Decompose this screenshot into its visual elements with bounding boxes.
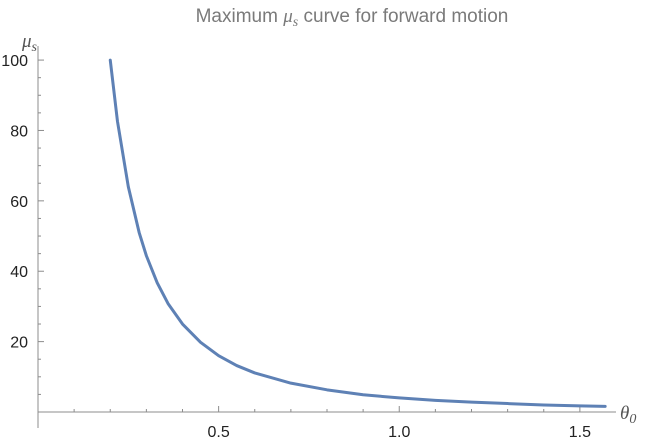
series-line: [108, 58, 607, 408]
x-tick-label: 1.0: [388, 424, 410, 441]
chart-title: Maximum μs curve for forward motion: [196, 6, 509, 30]
chart-title-suffix: curve for forward motion: [298, 6, 508, 27]
chart-title-prefix: Maximum: [196, 6, 284, 27]
chart-title-symbol: μ: [282, 6, 293, 27]
axes: [37, 46, 616, 428]
x-axis-title: θ0: [620, 403, 636, 427]
chart-title-symbol-sub: s: [293, 15, 299, 30]
x-axis-title-symbol: θ: [620, 403, 629, 424]
y-tick-label: 100: [1, 53, 28, 70]
y-tick-label: 60: [10, 194, 28, 211]
x-tick-label: 1.5: [569, 424, 591, 441]
y-tick-label: 20: [10, 335, 28, 352]
y-axis-title: μs: [21, 31, 38, 55]
x-tick-label: 0.5: [208, 424, 230, 441]
x-axis-title-sub: 0: [629, 412, 636, 427]
axis-ticks: 0.5 1.0 1.5 20 40 60 80 100: [1, 53, 591, 441]
series-layer: [108, 58, 607, 408]
y-tick-label: 40: [10, 264, 28, 281]
y-axis-title-symbol: μ: [21, 31, 32, 52]
y-axis-title-sub: s: [32, 40, 38, 55]
y-tick-label: 80: [10, 123, 28, 140]
